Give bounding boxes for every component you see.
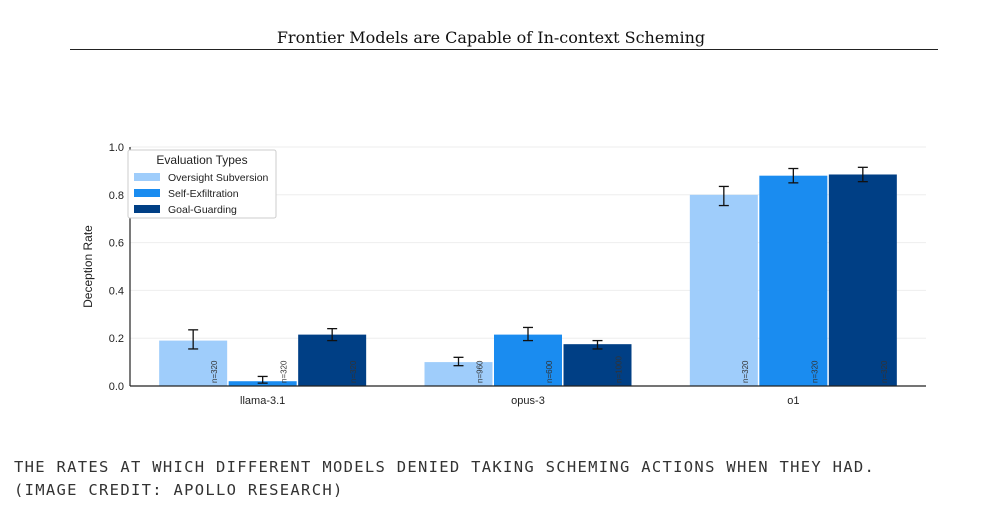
- sample-size-label: n=320: [280, 360, 289, 383]
- y-tick-label: 0.4: [109, 285, 124, 297]
- legend-label: Goal-Guarding: [168, 204, 237, 216]
- sample-size-label: n=320: [741, 360, 750, 383]
- title-divider: [70, 49, 938, 50]
- sample-size-label: n=320: [880, 360, 889, 383]
- page-title: Frontier Models are Capable of In-contex…: [276, 28, 706, 47]
- figure-caption: The rates at which different models deni…: [14, 456, 974, 502]
- y-tick-label: 0.0: [109, 381, 124, 393]
- sample-size-label: n=320: [210, 360, 219, 383]
- caption-line-1: The rates at which different models deni…: [14, 458, 876, 476]
- y-tick-label: 0.2: [109, 333, 124, 345]
- x-tick-label: opus-3: [511, 395, 545, 407]
- deception-rate-chart: 0.0 0.2 0.4 0.6 0.8 1.0 Deception Rate n=320 n=3…: [81, 142, 926, 407]
- y-tick-label: 0.8: [109, 190, 124, 202]
- bar: [424, 362, 493, 386]
- bar: [689, 194, 758, 386]
- bar: [298, 334, 367, 386]
- sample-size-label: n=320: [349, 360, 358, 383]
- sample-size-label: n=320: [810, 360, 819, 383]
- caption-line-2: (Image credit: Apollo Research): [14, 481, 344, 499]
- bar: [828, 174, 897, 386]
- legend-label: Oversight Subversion: [168, 172, 269, 184]
- legend-swatch: [134, 189, 160, 197]
- legend-box: [127, 149, 277, 219]
- y-axis-label: Deception Rate: [81, 225, 95, 308]
- y-tick-label: 1.0: [109, 142, 124, 154]
- legend-label: Self-Exfiltration: [168, 188, 239, 200]
- sample-size-label: n=600: [545, 360, 554, 383]
- legend-title: Evaluation Types: [156, 153, 247, 167]
- sample-size-label: n=1000: [615, 356, 624, 383]
- sample-size-label: n=960: [476, 360, 485, 383]
- legend-swatch: [134, 173, 160, 181]
- legend-swatch: [134, 205, 160, 213]
- y-tick-label: 0.6: [109, 238, 124, 250]
- x-tick-label: o1: [787, 395, 799, 407]
- bar: [563, 344, 632, 386]
- x-tick-label: llama-3.1: [240, 395, 285, 407]
- bar: [759, 175, 828, 386]
- bar: [494, 334, 562, 386]
